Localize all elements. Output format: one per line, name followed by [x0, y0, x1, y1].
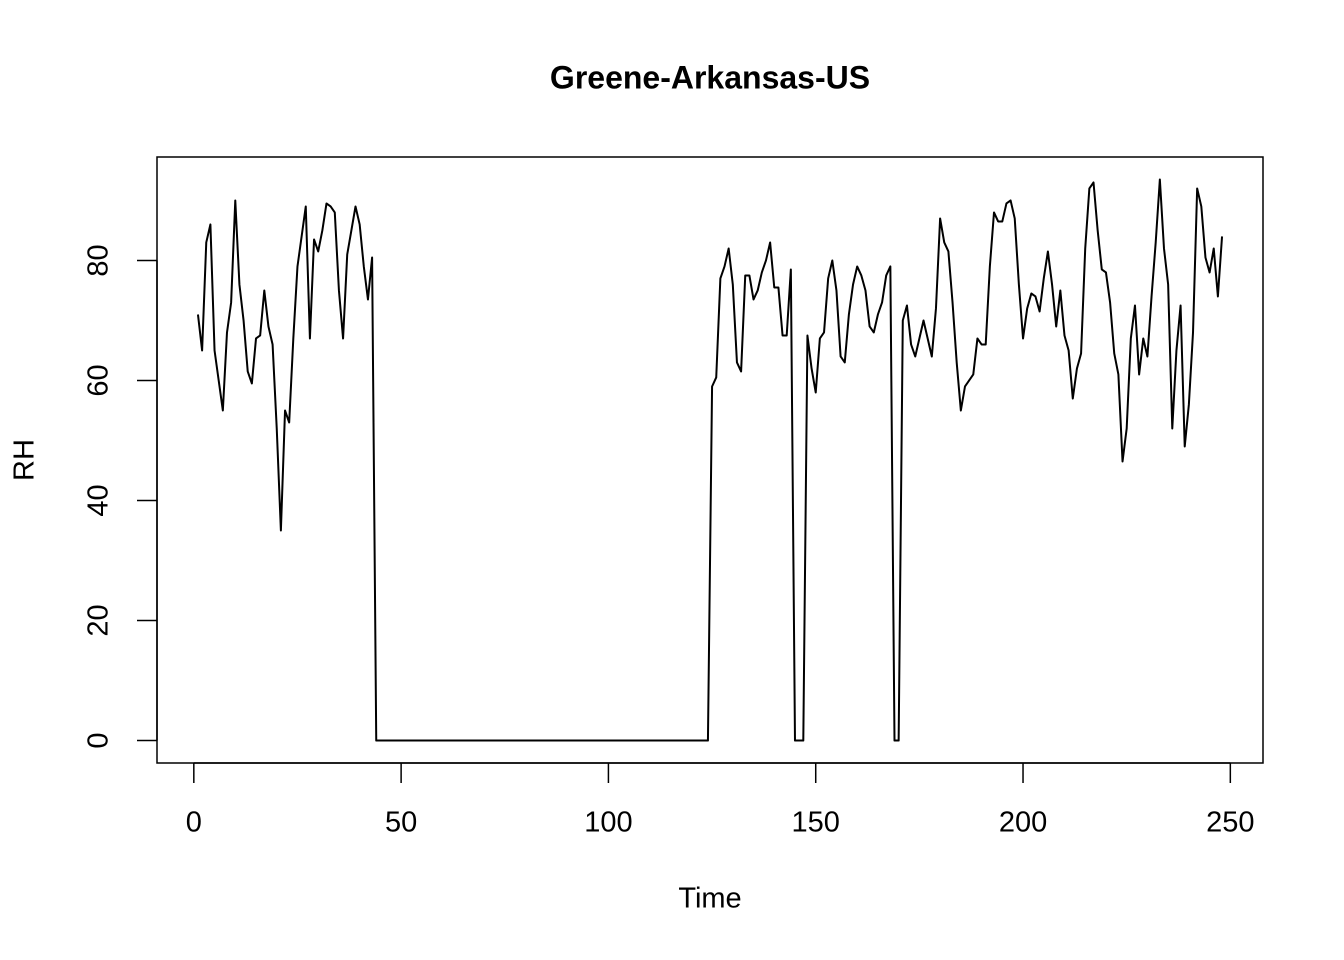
- x-axis-label: Time: [678, 883, 741, 915]
- y-tick-label: 60: [83, 364, 115, 396]
- y-tick-label: 20: [83, 604, 115, 636]
- x-tick-label: 100: [584, 807, 632, 839]
- chart-title: Greene-Arkansas-US: [550, 59, 870, 95]
- x-tick-label: 200: [999, 807, 1047, 839]
- y-axis-label: RH: [9, 439, 41, 481]
- x-tick-label: 150: [792, 807, 840, 839]
- data-line: [196, 178, 1224, 742]
- x-tick-label: 0: [186, 807, 202, 839]
- y-tick-label: 40: [83, 484, 115, 516]
- x-tick-label: 50: [385, 807, 417, 839]
- x-tick-label: 250: [1206, 807, 1254, 839]
- y-tick-label: 80: [83, 244, 115, 276]
- y-tick-label: 0: [83, 732, 115, 748]
